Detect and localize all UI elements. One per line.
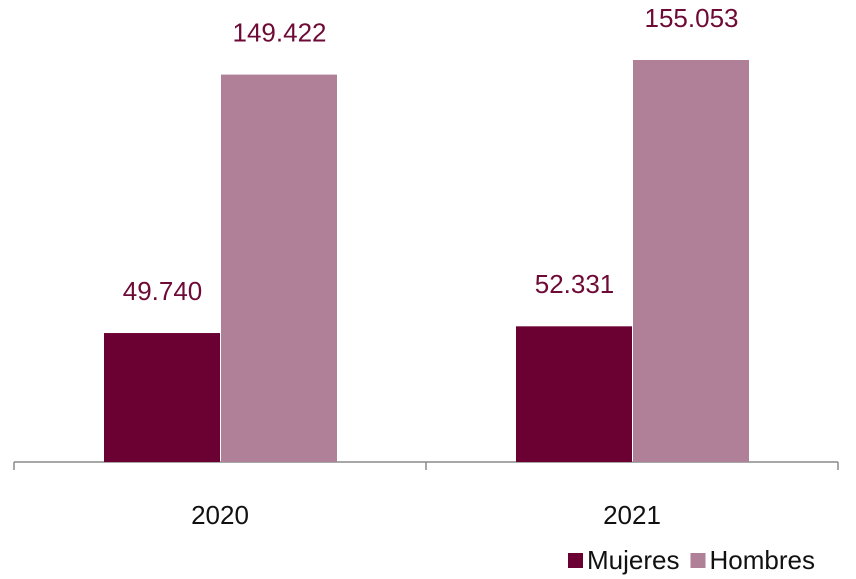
legend-label: Mujeres (587, 545, 679, 575)
bar (633, 60, 749, 462)
bar (104, 333, 220, 462)
x-tick-label: 2020 (191, 500, 249, 530)
x-tick-label: 2021 (603, 500, 661, 530)
legend-swatch (568, 553, 583, 568)
value-label: 52.331 (535, 269, 615, 299)
value-label: 155.053 (645, 3, 739, 33)
legend-label: Hombres (709, 545, 814, 575)
bar (516, 326, 632, 462)
value-label: 149.422 (233, 17, 327, 47)
value-label: 49.740 (123, 276, 203, 306)
legend-swatch (690, 553, 706, 568)
bar (221, 74, 337, 463)
